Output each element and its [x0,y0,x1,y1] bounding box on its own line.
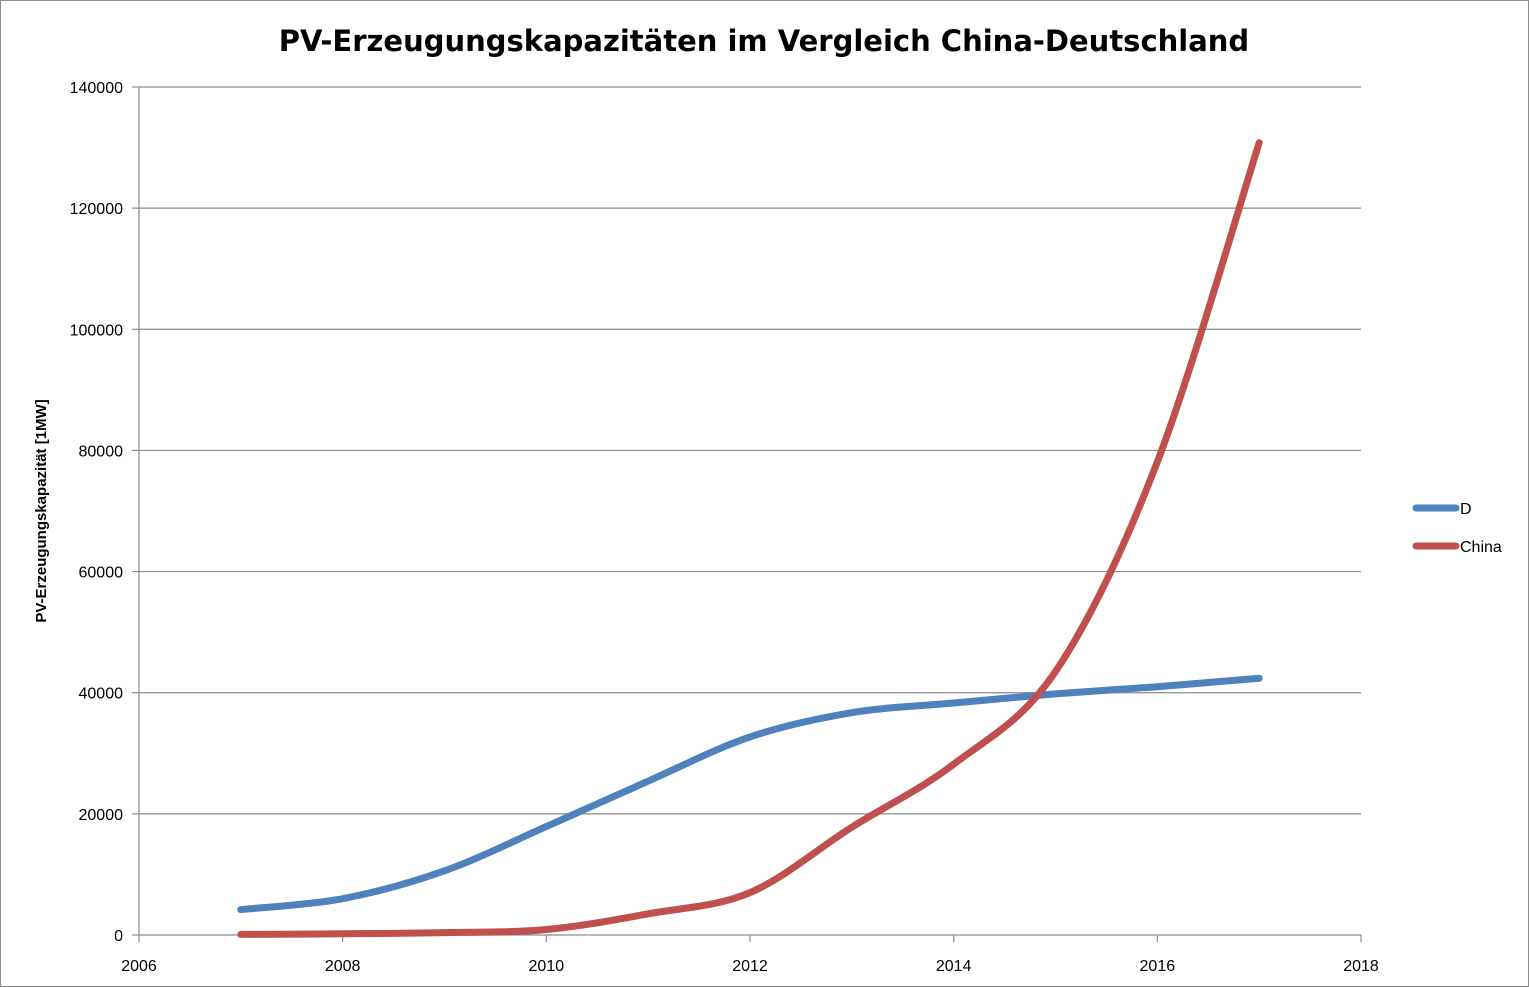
x-tick-label: 2010 [529,958,565,975]
y-tick-labels: 0 20000 40000 60000 80000 100000 120000 140000 [70,80,123,945]
y-tick-label: 120000 [70,201,123,218]
y-tick-label: 20000 [79,807,124,824]
y-tick-label: 60000 [79,565,124,582]
y-axis-label: PV-Erzeugungskapazität [1MW] [33,399,50,622]
x-tick-label: 2016 [1140,958,1176,975]
legend-label-d: D [1460,501,1472,518]
y-tick-label: 40000 [79,686,124,703]
x-tick-label: 2008 [325,958,361,975]
chart-title: PV-Erzeugungskapazitäten im Vergleich Ch… [279,24,1249,58]
y-tick-label: 80000 [79,443,124,460]
x-tick-label: 2012 [732,958,768,975]
y-tick-label: 100000 [70,322,123,339]
x-tick-label: 2018 [1343,958,1379,975]
legend-label-china: China [1460,539,1502,556]
series-line-china [237,139,1263,938]
series-lines [237,139,1263,938]
gridlines [139,86,1361,815]
x-tick-labels: 2006 2008 2010 2012 2014 2016 2018 [121,958,1379,975]
x-tick-label: 2006 [121,958,157,975]
x-tick-label: 2014 [936,958,972,975]
series-line-d [237,674,1263,914]
y-tick-label: 0 [114,928,123,945]
y-tick-label: 140000 [70,80,123,97]
legend: D China [1412,501,1502,556]
